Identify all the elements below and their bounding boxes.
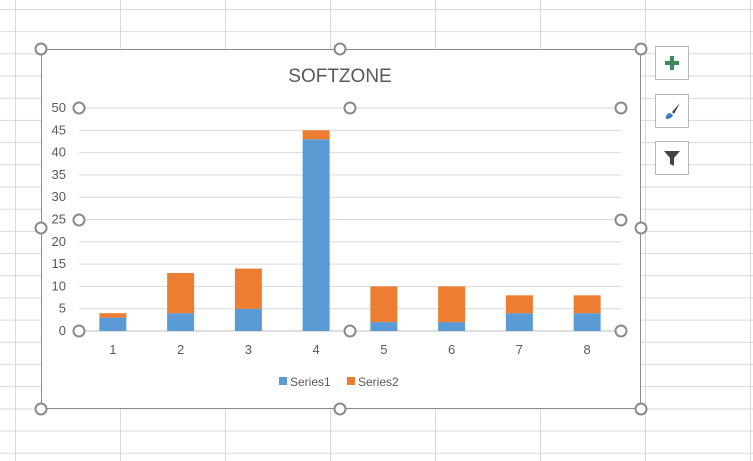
resize-handle[interactable] [634, 221, 648, 235]
y-tick-label: 40 [52, 145, 66, 160]
bar-series2-5[interactable] [370, 286, 398, 323]
resize-handle[interactable] [333, 402, 347, 416]
resize-handle[interactable] [72, 101, 86, 115]
y-tick-label: 10 [52, 278, 66, 293]
resize-handle[interactable] [34, 42, 48, 56]
x-tick-label: 7 [516, 342, 523, 357]
legend-swatch [279, 377, 287, 385]
bar-series2-3[interactable] [234, 268, 262, 309]
bar-series1-1[interactable] [99, 317, 127, 331]
resize-handle[interactable] [634, 402, 648, 416]
y-tick-label: 50 [52, 100, 66, 115]
resize-handle[interactable] [34, 402, 48, 416]
y-tick-label: 45 [52, 122, 66, 137]
x-tick-label: 3 [245, 342, 252, 357]
bar-series2-4[interactable] [302, 130, 330, 140]
bar-series1-8[interactable] [573, 313, 601, 331]
bar-series1-5[interactable] [370, 322, 398, 331]
resize-handle[interactable] [72, 213, 86, 227]
bar-series2-6[interactable] [438, 286, 466, 323]
bar-series1-3[interactable] [234, 308, 262, 331]
legend-label: Series2 [358, 375, 399, 389]
chart-area[interactable] [41, 49, 641, 409]
resize-handle[interactable] [34, 221, 48, 235]
resize-handle[interactable] [614, 101, 628, 115]
resize-handle[interactable] [343, 324, 357, 338]
x-tick-label: 5 [380, 342, 387, 357]
plus-icon [665, 56, 679, 70]
resize-handle[interactable] [333, 42, 347, 56]
y-tick-label: 20 [52, 234, 66, 249]
bar-series1-2[interactable] [167, 313, 195, 331]
legend-label: Series1 [290, 375, 331, 389]
bar-series2-8[interactable] [573, 295, 601, 314]
x-tick-label: 6 [448, 342, 455, 357]
filter-icon [664, 151, 680, 166]
y-tick-label: 25 [52, 212, 66, 227]
chart-title[interactable]: SOFTZONE [288, 66, 391, 87]
y-tick-label: 15 [52, 256, 66, 271]
x-tick-label: 2 [177, 342, 184, 357]
bar-series2-2[interactable] [167, 273, 195, 314]
legend-swatch [347, 377, 355, 385]
resize-handle[interactable] [614, 324, 628, 338]
bar-series1-6[interactable] [438, 322, 466, 331]
chart-elements-button[interactable] [655, 46, 689, 80]
y-tick-label: 30 [52, 189, 66, 204]
chart-filters-button[interactable] [655, 141, 689, 175]
bar-series2-1[interactable] [99, 313, 127, 318]
x-tick-label: 1 [109, 342, 116, 357]
bar-series1-4[interactable] [302, 139, 330, 331]
paintbrush-icon [665, 103, 680, 119]
y-tick-label: 0 [59, 323, 66, 338]
bar-series1-7[interactable] [505, 313, 533, 331]
chart-styles-button[interactable] [655, 94, 689, 128]
y-tick-label: 35 [52, 167, 66, 182]
resize-handle[interactable] [343, 101, 357, 115]
bar-series2-7[interactable] [505, 295, 533, 314]
resize-handle[interactable] [614, 213, 628, 227]
legend[interactable]: Series1 Series2 [279, 375, 399, 389]
x-tick-label: 4 [313, 342, 320, 357]
x-tick-label: 8 [584, 342, 591, 357]
resize-handle[interactable] [634, 42, 648, 56]
y-tick-label: 5 [59, 301, 66, 316]
resize-handle[interactable] [72, 324, 86, 338]
